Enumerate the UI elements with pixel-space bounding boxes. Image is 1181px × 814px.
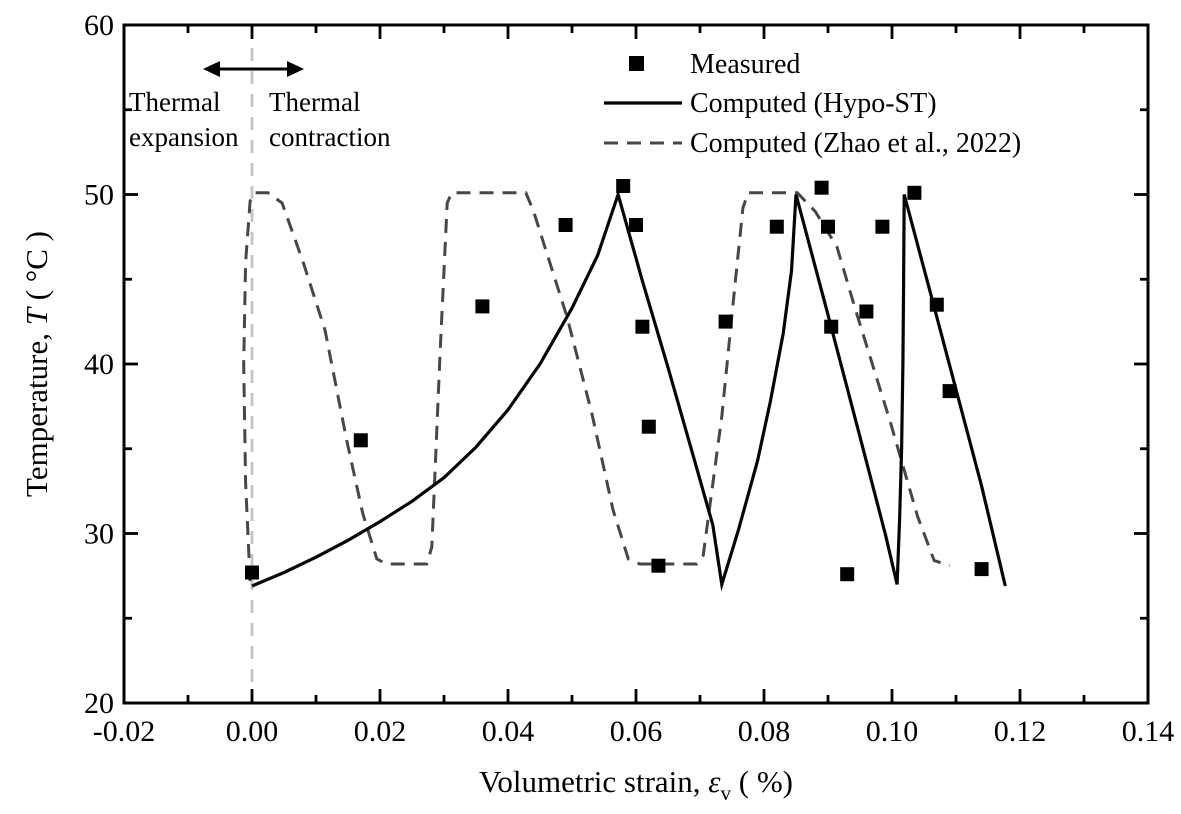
x-tick-label: 0.10 bbox=[866, 715, 919, 748]
measured-point bbox=[942, 384, 957, 399]
measured-point bbox=[475, 299, 490, 314]
thermal-contraction-label-line2: contraction bbox=[269, 122, 391, 152]
y-axis-label-symbol: T bbox=[19, 305, 54, 325]
legend-label-hypo-st: Computed (Hypo-ST) bbox=[690, 88, 937, 119]
x-axis-label-symbol: ε bbox=[708, 764, 721, 799]
legend: Measured Computed (Hypo-ST) Computed (Zh… bbox=[604, 49, 1021, 159]
x-axis-label: Volumetric strain, εv ( %) bbox=[479, 764, 793, 805]
x-tick-label: 0.04 bbox=[482, 715, 535, 748]
x-axis-label-subscript: v bbox=[721, 781, 732, 805]
measured-point bbox=[353, 433, 368, 448]
direction-arrow-right-head-icon bbox=[287, 61, 304, 77]
measured-point bbox=[824, 319, 839, 334]
legend-label-zhao: Computed (Zhao et al., 2022) bbox=[690, 128, 1021, 159]
x-tick-label: 0.14 bbox=[1122, 715, 1175, 748]
measured-point bbox=[907, 185, 922, 200]
x-axis-label-unit: ( %) bbox=[731, 764, 793, 799]
measured-point bbox=[245, 565, 259, 580]
y-tick-label: 30 bbox=[84, 518, 114, 551]
x-axis-label-text: Volumetric strain, bbox=[479, 764, 708, 799]
measured-point bbox=[629, 218, 643, 232]
measured-point bbox=[558, 218, 573, 232]
y-tick-label: 40 bbox=[84, 348, 114, 381]
annotations: Thermal expansion Thermal contraction bbox=[129, 61, 391, 152]
measured-point bbox=[635, 319, 650, 334]
y-axis-label: Temperature, T ( °C ) bbox=[19, 231, 54, 497]
axes-layer bbox=[122, 23, 1150, 705]
measured-point bbox=[859, 304, 874, 319]
thermal-expansion-label-line2: expansion bbox=[129, 122, 239, 152]
measured-point bbox=[769, 219, 784, 234]
measured-point bbox=[929, 297, 944, 312]
direction-arrow-left-head-icon bbox=[203, 61, 220, 77]
measured-point bbox=[821, 219, 835, 234]
measured-point bbox=[814, 180, 829, 195]
x-tick-label: -0.02 bbox=[93, 715, 156, 748]
measured-point bbox=[875, 219, 890, 234]
measured-point bbox=[651, 558, 666, 573]
y-axis-label-unit: ( °C ) bbox=[19, 231, 54, 308]
measured-point bbox=[718, 314, 733, 329]
y-tick-label: 20 bbox=[84, 687, 114, 720]
zhao-line bbox=[242, 191, 951, 582]
y-tick-label: 60 bbox=[84, 9, 114, 42]
y-tick-label: 50 bbox=[84, 179, 114, 212]
legend-marker-measured-square bbox=[629, 56, 644, 71]
x-tick-label: 0.08 bbox=[738, 715, 791, 748]
measured-point bbox=[616, 179, 631, 193]
thermal-expansion-label-line1: Thermal bbox=[129, 87, 220, 117]
measured-point bbox=[641, 419, 656, 434]
x-tick-label: 0.12 bbox=[994, 715, 1047, 748]
y-axis-label-text: Temperature, bbox=[19, 325, 54, 497]
measured-point bbox=[974, 562, 989, 577]
x-tick-label: 0.06 bbox=[610, 715, 663, 748]
legend-label-measured: Measured bbox=[690, 49, 800, 80]
tick-label-layer: -0.02 0.00 0.02 0.04 0.06 0.08 0.10 0.12 0.14 20 3… bbox=[84, 9, 1174, 748]
series-layer bbox=[242, 179, 1007, 592]
hypo-st-line bbox=[251, 189, 1007, 592]
thermal-contraction-label-line1: Thermal bbox=[269, 87, 360, 117]
measured-point bbox=[840, 567, 855, 582]
x-tick-label: 0.02 bbox=[354, 715, 407, 748]
x-tick-label: 0.00 bbox=[226, 715, 279, 748]
